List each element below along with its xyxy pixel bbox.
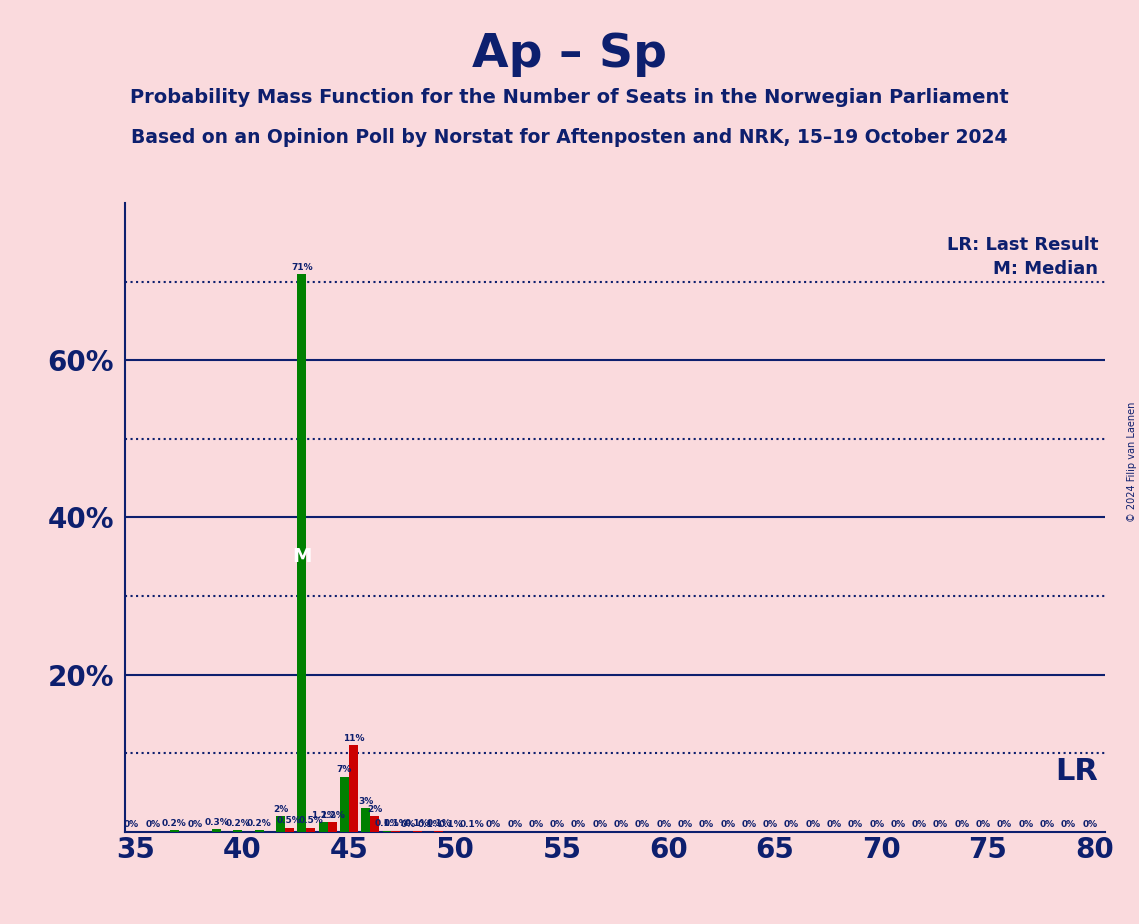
Text: 3%: 3% [358,796,374,806]
Text: Probability Mass Function for the Number of Seats in the Norwegian Parliament: Probability Mass Function for the Number… [130,88,1009,107]
Bar [212,829,221,832]
Text: 0%: 0% [1082,821,1097,829]
Bar [285,828,294,832]
Text: 0%: 0% [401,821,416,829]
Text: 0%: 0% [1018,821,1033,829]
Text: 0%: 0% [805,821,820,829]
Text: 0%: 0% [720,821,736,829]
Bar [328,822,336,832]
Text: 0.5%: 0.5% [277,816,302,825]
Text: 0%: 0% [656,821,671,829]
Text: 0%: 0% [1060,821,1076,829]
Text: 0.1%: 0.1% [417,821,442,829]
Text: 0.1%: 0.1% [384,820,408,829]
Bar [306,828,316,832]
Text: 0.3%: 0.3% [204,818,229,827]
Text: Ap – Sp: Ap – Sp [472,32,667,78]
Text: 0%: 0% [145,821,161,829]
Text: LR: Last Result: LR: Last Result [947,237,1098,254]
Text: 0%: 0% [614,821,629,829]
Text: 0%: 0% [763,821,778,829]
Text: 0%: 0% [550,821,565,829]
Text: 0%: 0% [741,821,756,829]
Text: 1.2%: 1.2% [320,811,344,820]
Text: 0%: 0% [933,821,948,829]
Text: 0%: 0% [827,821,842,829]
Text: 1.2%: 1.2% [311,811,336,820]
Text: 0.1%: 0.1% [426,820,451,829]
Text: 0%: 0% [699,821,714,829]
Text: 0%: 0% [124,821,139,829]
Bar [233,830,243,832]
Text: 0%: 0% [997,821,1013,829]
Text: 0.2%: 0.2% [162,819,187,828]
Text: 2%: 2% [273,805,288,813]
Text: 0.1%: 0.1% [404,820,429,829]
Text: 0%: 0% [891,821,906,829]
Text: LR: LR [1056,757,1098,786]
Text: M: Median: M: Median [993,260,1098,278]
Text: 0%: 0% [486,821,501,829]
Text: 0%: 0% [592,821,607,829]
Text: 0%: 0% [912,821,927,829]
Bar [349,745,358,832]
Text: 0.1%: 0.1% [460,821,484,829]
Text: 0%: 0% [784,821,800,829]
Bar [339,776,349,832]
Text: 11%: 11% [343,734,364,743]
Text: 0%: 0% [976,821,991,829]
Text: 7%: 7% [337,765,352,774]
Text: 0.5%: 0.5% [298,816,323,825]
Bar [370,816,379,832]
Text: 0%: 0% [678,821,693,829]
Bar [255,830,264,832]
Text: 0.2%: 0.2% [226,819,251,828]
Text: 0%: 0% [869,821,884,829]
Bar [319,822,328,832]
Text: 0%: 0% [954,821,969,829]
Text: 0%: 0% [634,821,650,829]
Bar [170,830,179,832]
Bar [297,274,306,832]
Bar [276,816,285,832]
Text: 71%: 71% [290,262,312,272]
Text: © 2024 Filip van Laenen: © 2024 Filip van Laenen [1126,402,1137,522]
Text: M: M [292,547,311,566]
Text: 2%: 2% [367,805,383,813]
Text: 0.1%: 0.1% [375,820,400,829]
Text: 0%: 0% [188,821,203,829]
Text: 0%: 0% [847,821,863,829]
Text: 0%: 0% [507,821,523,829]
Text: 0%: 0% [571,821,587,829]
Text: 0%: 0% [1040,821,1055,829]
Text: 0.2%: 0.2% [247,819,271,828]
Bar [361,808,370,832]
Text: Based on an Opinion Poll by Norstat for Aftenposten and NRK, 15–19 October 2024: Based on an Opinion Poll by Norstat for … [131,128,1008,147]
Text: 0%: 0% [528,821,543,829]
Text: 0.1%: 0.1% [439,821,464,829]
